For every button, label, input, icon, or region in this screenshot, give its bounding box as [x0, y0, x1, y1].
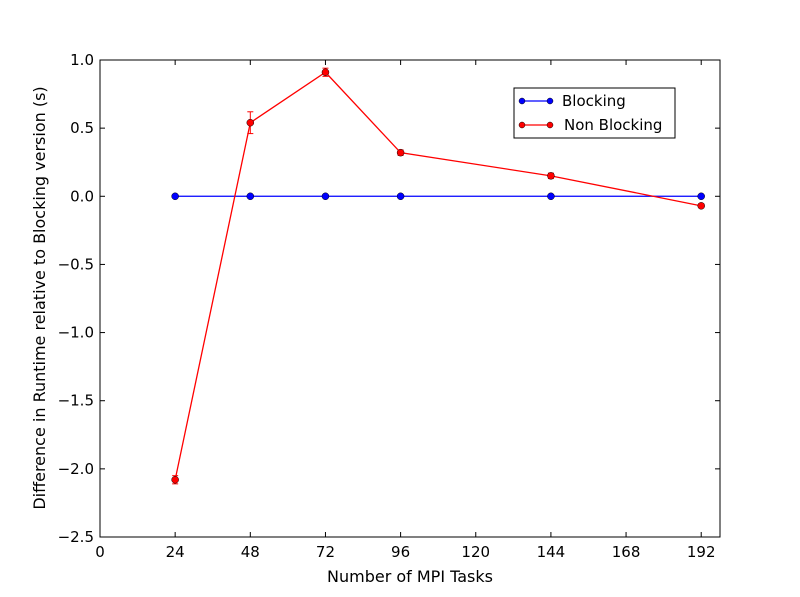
blocking-data-point: [321, 192, 330, 201]
plot-area: 0 24 48 72 96 120 144 168 192 −2.5 −2.0 −1.5 −1.0 −0.…: [58, 51, 721, 561]
legend-non-blocking-marker: [518, 121, 526, 129]
x-tick-label: 24: [166, 543, 185, 561]
non-blocking-series-line: [174, 71, 702, 480]
x-axis-label: Number of MPI Tasks: [327, 567, 493, 586]
y-axis-label: Difference in Runtime relative to Blocki…: [30, 86, 49, 509]
y-tick-label: −0.5: [58, 255, 94, 273]
y-tick-label: 0.0: [70, 187, 94, 205]
non-blocking-data-point: [246, 118, 255, 127]
axes-frame: [99, 59, 721, 538]
legend-label: Non Blocking: [564, 116, 662, 134]
x-tick-label: 96: [391, 543, 410, 561]
x-tick-label: 192: [687, 543, 716, 561]
legend-blocking-marker: [518, 97, 526, 105]
y-tick-label: 0.5: [70, 119, 94, 137]
non-blocking-data-point: [321, 68, 330, 77]
non-blocking-data-point: [396, 148, 405, 157]
legend-non-blocking-marker: [546, 121, 554, 129]
y-tick-label: −2.0: [58, 460, 94, 478]
blocking-data-point: [171, 192, 179, 201]
y-tick-label: 1.0: [70, 51, 94, 69]
x-tick-label: 72: [316, 543, 335, 561]
x-tick-label: 0: [95, 543, 105, 561]
legend-box: [513, 87, 676, 139]
x-tick-label: 144: [537, 543, 566, 561]
legend-blocking-marker: [546, 97, 554, 105]
non-blocking-data-point: [547, 172, 555, 180]
non-blocking-data-point: [697, 202, 705, 210]
blocking-data-point: [697, 192, 705, 201]
blocking-data-point: [246, 192, 255, 201]
x-tick-label: 168: [612, 543, 641, 561]
y-tick-label: −1.5: [58, 392, 94, 410]
blocking-data-point: [547, 192, 555, 201]
blocking-data-point: [396, 192, 405, 201]
y-tick-label: −1.0: [58, 324, 94, 342]
y-tick-label: −2.5: [58, 528, 94, 546]
x-tick-label: 48: [241, 543, 260, 561]
legend-label: Blocking: [562, 92, 626, 110]
x-tick-label: 120: [461, 543, 490, 561]
legend: Blocking Non Blocking: [513, 87, 676, 139]
non-blocking-data-point: [171, 476, 179, 484]
